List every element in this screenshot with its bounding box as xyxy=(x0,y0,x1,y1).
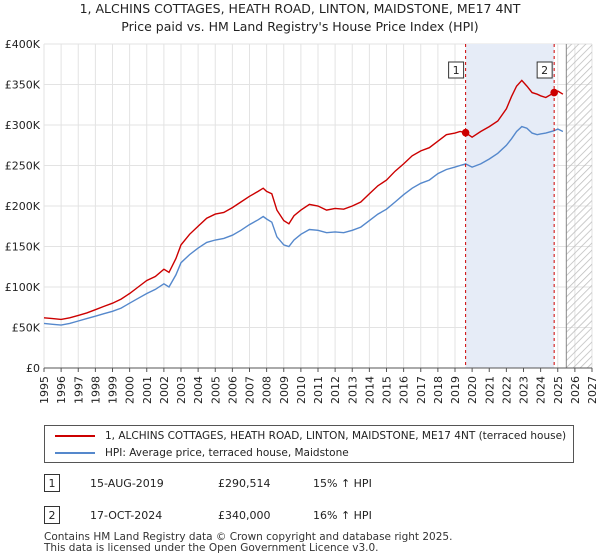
sale-date-2: 17-OCT-2024 xyxy=(90,509,163,522)
x-tick-label: 2017 xyxy=(415,376,428,404)
x-tick-label: 2020 xyxy=(466,376,479,404)
x-tick-label: 2021 xyxy=(483,376,496,404)
x-tick-label: 2004 xyxy=(192,376,205,404)
x-tick-label: 2018 xyxy=(432,376,445,404)
x-tick-label: 2005 xyxy=(209,376,222,404)
legend-label-hpi: HPI: Average price, terraced house, Maid… xyxy=(105,447,349,459)
hpi-line xyxy=(43,125,564,326)
y-tick-label: £0 xyxy=(26,362,40,375)
x-tick-label: 2016 xyxy=(398,376,411,404)
x-tick-label: 1995 xyxy=(38,376,51,404)
legend-item-property: 1, ALCHINS COTTAGES, HEATH ROAD, LINTON,… xyxy=(55,428,566,444)
chart-subtitle: Price paid vs. HM Land Registry's House … xyxy=(121,19,479,34)
x-tick-label: 2019 xyxy=(449,376,462,404)
x-tick-label: 2025 xyxy=(552,376,565,404)
x-tick-label: 2010 xyxy=(295,376,308,404)
x-tick-label: 1999 xyxy=(107,376,120,404)
x-tick-label: 1998 xyxy=(89,376,102,404)
x-tick-label: 2014 xyxy=(363,376,376,404)
x-tick-label: 2000 xyxy=(124,376,137,404)
sale-point-1 xyxy=(461,128,470,137)
sale-label-box-1 xyxy=(448,61,465,79)
x-tick-label: 2002 xyxy=(158,376,171,404)
y-tick-label: £350K xyxy=(5,79,41,92)
footer-copyright: Contains HM Land Registry data © Crown c… xyxy=(44,531,453,543)
legend-swatch-property xyxy=(55,435,95,437)
legend-swatch-hpi xyxy=(55,452,95,454)
x-tick-label: 2022 xyxy=(500,376,513,404)
sale-point-2 xyxy=(550,88,558,97)
x-tick-label: 2012 xyxy=(329,376,342,404)
shaded-ownership-region xyxy=(465,44,555,368)
y-tick-label: £250K xyxy=(5,160,41,173)
hatched-future-region xyxy=(566,44,592,368)
x-tick-label: 2003 xyxy=(175,376,188,404)
y-tick-label: £100K xyxy=(5,281,41,294)
x-tick-label: 2008 xyxy=(261,376,274,404)
legend-label-property: 1, ALCHINS COTTAGES, HEATH ROAD, LINTON,… xyxy=(105,430,567,442)
sale-row-2: 2 17-OCT-2024 £340,000 16% ↑ HPI xyxy=(40,506,540,528)
y-tick-label: £300K xyxy=(5,119,41,132)
sale-date-1: 15-AUG-2019 xyxy=(90,477,164,490)
sale-label-box-2 xyxy=(536,61,553,79)
y-tick-label: £50K xyxy=(12,322,41,335)
footer: Contains HM Land Registry data © Crown c… xyxy=(44,532,452,554)
footer-license: This data is licensed under the Open Gov… xyxy=(44,542,379,554)
x-tick-label: 1997 xyxy=(72,376,85,404)
sale-hpi-2: 16% ↑ HPI xyxy=(313,509,372,522)
x-tick-label: 2023 xyxy=(518,376,531,404)
x-tick-label: 2007 xyxy=(244,376,257,404)
legend-item-hpi: HPI: Average price, terraced house, Maid… xyxy=(55,445,349,461)
sale-price-1: £290,514 xyxy=(218,477,271,490)
sale-label-1: 1 xyxy=(453,64,460,77)
x-tick-label: 2026 xyxy=(569,376,582,404)
x-tick-label: 2024 xyxy=(535,376,548,404)
x-tick-label: 2001 xyxy=(141,376,154,404)
sale-badge-2: 2 xyxy=(44,506,60,524)
sale-price-2: £340,000 xyxy=(218,509,271,522)
chart-legend: 1, ALCHINS COTTAGES, HEATH ROAD, LINTON,… xyxy=(44,425,574,463)
x-tick-label: 1996 xyxy=(55,376,68,404)
sale-hpi-1: 15% ↑ HPI xyxy=(313,477,372,490)
sale-label-2: 2 xyxy=(541,64,548,77)
chart-title-line1: 1, ALCHINS COTTAGES, HEATH ROAD, LINTON,… xyxy=(79,1,521,16)
sale-row-1: 1 15-AUG-2019 £290,514 15% ↑ HPI xyxy=(40,474,540,496)
y-tick-label: £200K xyxy=(5,200,41,213)
x-tick-label: 2027 xyxy=(586,376,599,404)
x-tick-label: 2011 xyxy=(312,376,325,404)
x-tick-label: 2013 xyxy=(346,376,359,404)
price-chart: 1 2 £0 £50K £100K £150K £200K £250K £300K £350K £… xyxy=(5,38,599,404)
sale-badge-1: 1 xyxy=(44,474,60,492)
x-tick-label: 2009 xyxy=(278,376,291,404)
x-tick-label: 2006 xyxy=(226,376,239,404)
x-tick-label: 2015 xyxy=(381,376,394,404)
y-tick-label: £150K xyxy=(5,241,41,254)
property-price-line xyxy=(43,79,564,321)
y-tick-label: £400K xyxy=(5,38,41,51)
